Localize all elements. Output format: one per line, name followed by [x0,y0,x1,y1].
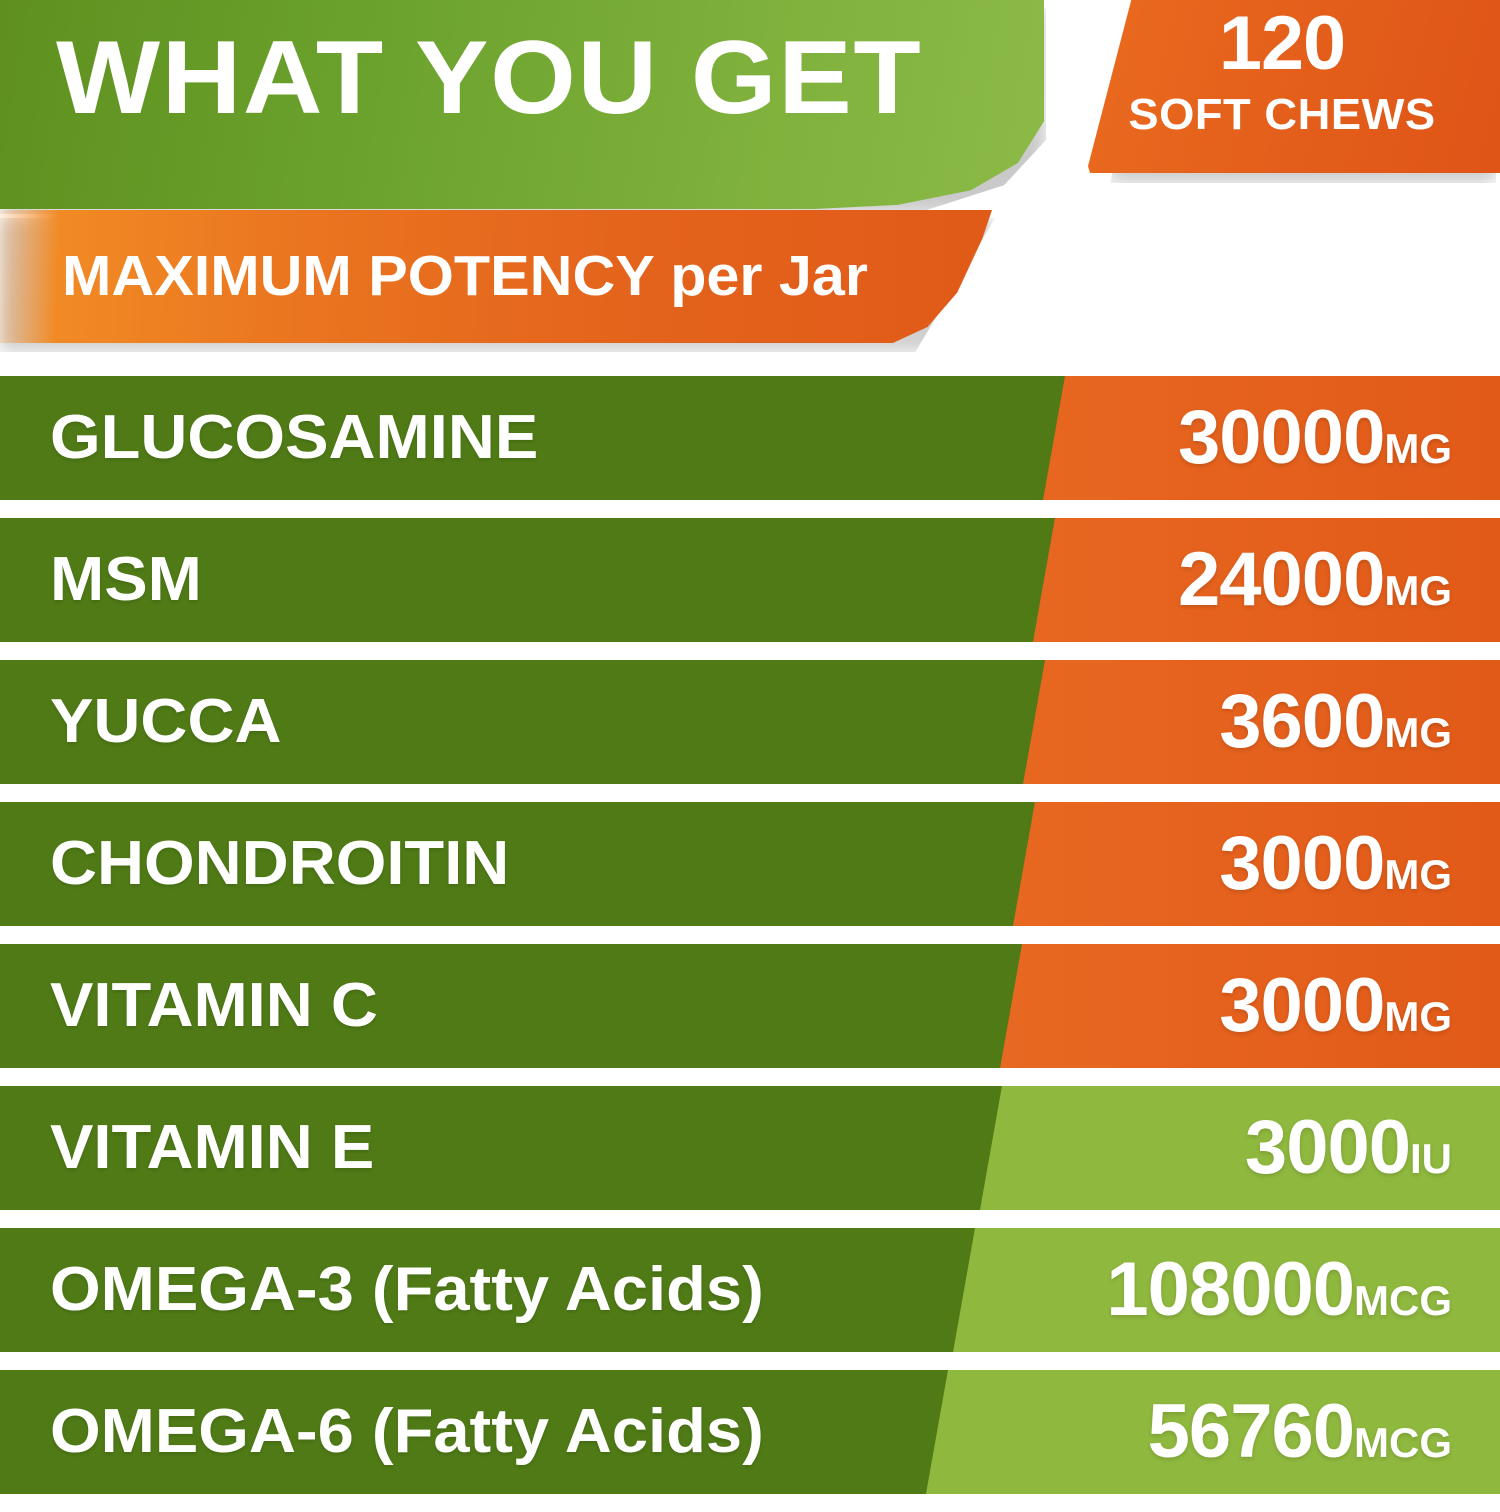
amount-unit: MG [1384,993,1452,1040]
ingredient-amount: 3000MG [1219,826,1452,902]
amount-unit: MCG [1354,1419,1452,1466]
ingredient-name: CHONDROITIN [50,829,510,898]
table-row: CHONDROITIN 3000MG [0,802,1500,926]
ingredient-name: OMEGA-3 (Fatty Acids) [50,1255,764,1324]
potency-bar: MAXIMUM POTENCY per Jar [0,210,992,343]
amount-number: 24000 [1178,537,1385,622]
row-name-background [0,944,1023,1068]
row-name-background [0,1228,976,1352]
table-row: VITAMIN C 3000MG [0,944,1500,1068]
table-row: MSM 24000MG [0,518,1500,642]
amount-number: 3000 [1219,821,1385,906]
potency-main: MAXIMUM POTENCY [62,244,654,308]
table-row: GLUCOSAMINE 30000MG [0,376,1500,500]
potency-text: MAXIMUM POTENCY per Jar [62,248,868,305]
amount-number: 3000 [1219,963,1385,1048]
amount-unit: MCG [1354,1277,1452,1324]
chews-label: SOFT CHEWS [1128,90,1436,139]
row-name-background [0,802,1035,926]
amount-number: 3600 [1219,679,1385,764]
row-name-background [0,518,1055,642]
header-section: WHAT YOU GET 120 SOFT CHEWS MAXIMUM POTE… [0,0,1500,360]
amount-number: 3000 [1244,1105,1411,1190]
row-name-background [0,376,1066,500]
amount-number: 56760 [1147,1389,1355,1474]
ingredient-name: YUCCA [50,687,282,756]
row-name-background [0,1086,1002,1210]
amount-unit: IU [1410,1135,1452,1182]
table-row: OMEGA-3 (Fatty Acids) 108000MCG [0,1228,1500,1352]
ingredient-amount: 24000MG [1178,542,1452,618]
chews-count: 120 [1218,1,1346,86]
ingredients-table: GLUCOSAMINE 30000MG MSM 24000MG YUCCA 3600MG C… [0,376,1500,1512]
amount-number: 30000 [1178,395,1385,480]
soft-chews-badge: 120 SOFT CHEWS [1088,0,1500,173]
potency-suffix: per Jar [653,244,868,308]
table-row: YUCCA 3600MG [0,660,1500,784]
ingredient-amount: 30000MG [1178,400,1452,476]
amount-unit: MG [1384,709,1452,756]
row-name-background [0,660,1046,784]
ingredient-amount: 3000MG [1219,968,1452,1044]
ingredient-name: VITAMIN C [50,971,378,1040]
ingredient-amount: 3600MG [1219,684,1452,760]
amount-unit: MG [1384,567,1452,614]
ingredient-name: VITAMIN E [50,1113,375,1182]
ingredient-amount: 56760MCG [1148,1394,1452,1470]
table-row: VITAMIN E 3000IU [0,1086,1500,1210]
page-title: WHAT YOU GET [56,20,923,136]
green-banner: WHAT YOU GET [0,0,1044,209]
row-name-background [0,1370,948,1494]
ingredient-amount: 3000IU [1245,1110,1452,1186]
amount-number: 108000 [1106,1247,1355,1332]
amount-unit: MG [1384,851,1452,898]
ingredient-name: MSM [50,545,202,614]
amount-unit: MG [1384,425,1452,472]
table-row: OMEGA-6 (Fatty Acids) 56760MCG [0,1370,1500,1494]
ingredient-amount: 108000MCG [1106,1252,1452,1328]
ingredient-name: GLUCOSAMINE [50,403,539,472]
ingredient-name: OMEGA-6 (Fatty Acids) [50,1397,764,1466]
